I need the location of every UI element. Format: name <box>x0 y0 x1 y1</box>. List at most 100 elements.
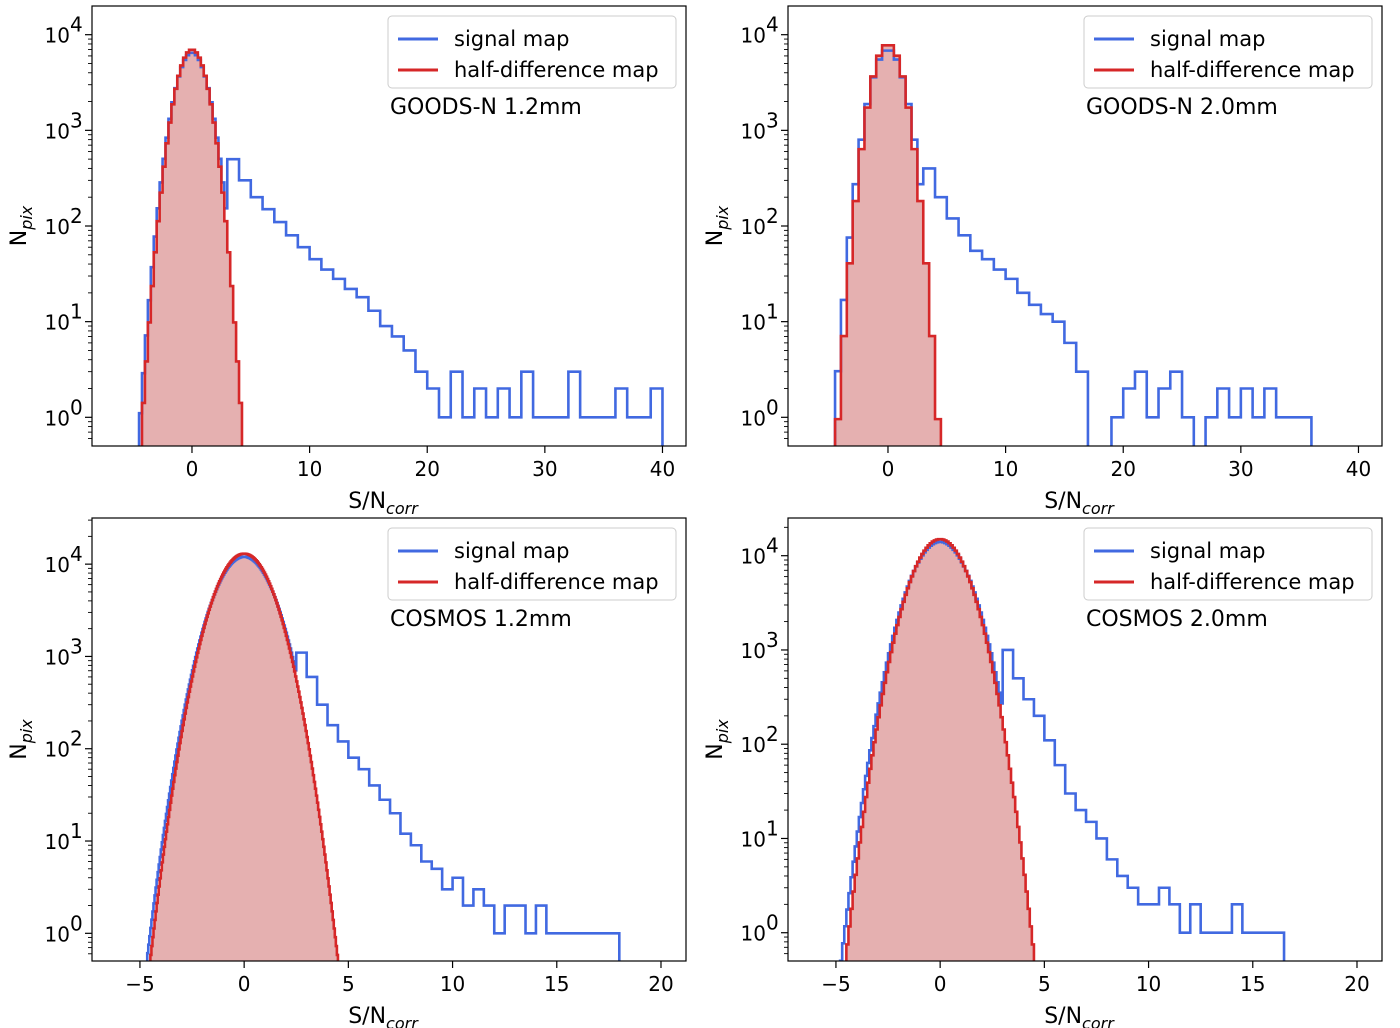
plot-area <box>838 537 1286 961</box>
y-tick-label: 10 <box>45 738 70 762</box>
x-tick-label: 20 <box>415 457 440 481</box>
y-tick-exponent: 1 <box>70 819 83 843</box>
x-axis-label-main: S/N <box>1044 489 1082 514</box>
y-tick-exponent: 3 <box>70 634 83 658</box>
y-tick-label: 10 <box>741 639 766 663</box>
x-tick-label: 0 <box>186 457 199 481</box>
legend-label-half-difference: half-difference map <box>1150 58 1355 82</box>
y-tick-exponent: 2 <box>766 204 779 228</box>
x-axis-label: S/Ncorr <box>1044 1004 1115 1028</box>
x-tick-label: 30 <box>1228 457 1253 481</box>
y-axis-label-sub: pix <box>713 719 732 745</box>
x-tick-label: 20 <box>648 972 673 996</box>
field-annotation: GOODS-N 1.2mm <box>390 95 582 120</box>
legend: signal map half-difference map <box>1083 527 1373 601</box>
x-tick-label: 10 <box>993 457 1018 481</box>
legend: signal map half-difference map <box>1083 15 1373 89</box>
y-tick-exponent: 3 <box>766 628 779 652</box>
plot-area <box>833 43 1313 446</box>
y-tick-exponent: 4 <box>766 534 779 558</box>
x-axis-label-main: S/N <box>1044 1004 1082 1028</box>
y-tick-exponent: 1 <box>70 300 83 324</box>
y-tick-exponent: 1 <box>766 816 779 840</box>
y-tick-label: 10 <box>741 24 766 48</box>
y-axis-label-sub: pix <box>17 719 36 745</box>
y-tick-exponent: 3 <box>70 108 83 132</box>
y-tick-label: 10 <box>741 545 766 569</box>
legend-label-signal: signal map <box>454 27 569 51</box>
y-tick-label: 10 <box>741 406 766 430</box>
y-tick-label: 10 <box>45 119 70 143</box>
half-difference-histogram <box>149 552 340 961</box>
y-tick-exponent: 0 <box>766 911 779 935</box>
y-axis-label-sub: pix <box>17 205 36 231</box>
y-tick-exponent: 0 <box>766 395 779 419</box>
legend-label-signal: signal map <box>1150 539 1265 563</box>
x-tick-label: 10 <box>440 972 465 996</box>
x-tick-label: 15 <box>544 972 569 996</box>
x-axis-label-sub: corr <box>386 499 419 518</box>
legend-label-half-difference: half-difference map <box>1150 570 1355 594</box>
legend-label-signal: signal map <box>1150 27 1265 51</box>
y-tick-label: 10 <box>45 311 70 335</box>
y-tick-label: 10 <box>45 645 70 669</box>
y-tick-exponent: 0 <box>70 911 83 935</box>
axes-frame <box>787 517 1383 962</box>
y-tick-label: 10 <box>741 922 766 946</box>
signal-histogram <box>137 51 664 446</box>
x-axis-label-main: S/N <box>348 1004 386 1028</box>
signal-histogram <box>838 540 1286 961</box>
field-annotation: GOODS-N 2.0mm <box>1086 95 1278 120</box>
x-tick-label: 5 <box>342 972 355 996</box>
x-tick-label: 0 <box>934 972 947 996</box>
legend-box <box>387 527 677 601</box>
half-difference-histogram <box>833 43 943 446</box>
legend-label-half-difference: half-difference map <box>454 58 659 82</box>
x-tick-label: −5 <box>125 972 154 996</box>
x-tick-label: 10 <box>297 457 322 481</box>
legend-label-half-difference: half-difference map <box>454 570 659 594</box>
legend: signal map half-difference map <box>387 15 677 89</box>
legend-label-signal: signal map <box>454 539 569 563</box>
y-axis-label: Npix <box>7 205 36 246</box>
y-tick-label: 10 <box>741 119 766 143</box>
legend-box <box>1083 527 1373 601</box>
y-tick-exponent: 2 <box>70 204 83 228</box>
y-axis-label-main: N <box>703 743 728 759</box>
y-tick-label: 10 <box>45 215 70 239</box>
legend-box <box>387 15 677 89</box>
x-tick-label: 10 <box>1136 972 1161 996</box>
x-tick-label: 0 <box>238 972 251 996</box>
x-tick-label: 40 <box>650 457 675 481</box>
x-axis-label: S/Ncorr <box>348 489 419 518</box>
axes-frame <box>91 517 687 962</box>
y-tick-exponent: 2 <box>70 727 83 751</box>
half-difference-histogram <box>137 48 247 446</box>
x-tick-label: 5 <box>1038 972 1051 996</box>
x-axis-label-sub: corr <box>1082 1014 1115 1028</box>
y-axis-label: Npix <box>703 719 732 760</box>
x-tick-label: 20 <box>1111 457 1136 481</box>
y-tick-label: 10 <box>741 215 766 239</box>
y-tick-exponent: 4 <box>70 13 83 37</box>
x-axis-label-main: S/N <box>348 489 386 514</box>
x-tick-label: 40 <box>1346 457 1371 481</box>
y-tick-label: 10 <box>45 553 70 577</box>
y-axis-label-sub: pix <box>713 205 732 231</box>
x-tick-label: 30 <box>532 457 557 481</box>
x-axis-label-sub: corr <box>386 1014 419 1028</box>
y-tick-label: 10 <box>741 827 766 851</box>
field-annotation: COSMOS 2.0mm <box>1086 607 1268 632</box>
y-axis-label-main: N <box>7 743 32 759</box>
x-tick-label: 20 <box>1344 972 1369 996</box>
y-axis-label: Npix <box>703 205 732 246</box>
y-axis-label: Npix <box>7 719 36 760</box>
plot-area <box>144 552 621 961</box>
y-tick-label: 10 <box>45 830 70 854</box>
y-tick-exponent: 4 <box>766 13 779 37</box>
x-axis-label-sub: corr <box>1082 499 1115 518</box>
half-difference-histogram <box>845 537 1036 961</box>
